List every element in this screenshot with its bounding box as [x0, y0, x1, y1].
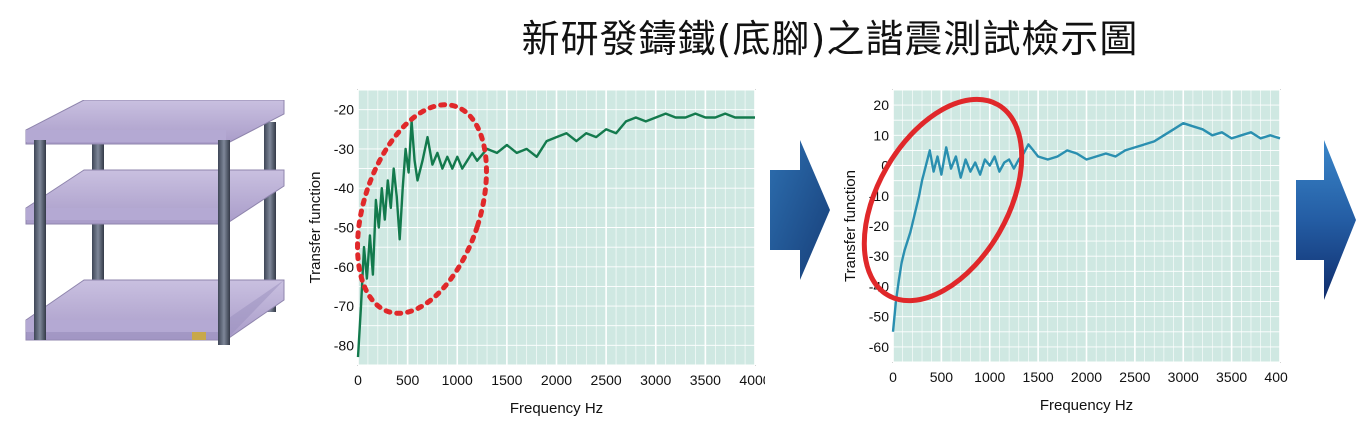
right-arrow-icon — [770, 140, 830, 280]
y-tick-label: -20 — [869, 218, 889, 234]
x-tick-label: 3500 — [1216, 369, 1247, 385]
y-tick-label: -40 — [334, 180, 354, 196]
right-arrow-icon — [1296, 140, 1356, 300]
chart-1: 0 500 1000 1500 2000 2500 3000 3500 4000 -20 -30 -4… — [307, 89, 765, 417]
chart-2: 0500100015002000250030003500400020100-10… — [842, 89, 1288, 414]
y-tick-label: -60 — [869, 339, 889, 355]
x-tick-label: 2000 — [1071, 369, 1102, 385]
x-tick-label: 0 — [889, 369, 897, 385]
y-tick-label: -30 — [334, 141, 354, 157]
x-tick-label: 4000 — [739, 372, 765, 388]
y-tick-label: -60 — [334, 259, 354, 275]
x-tick-label: 1000 — [442, 372, 473, 388]
page-title: 新研發鑄鐵(底腳)之諧震測試檢示圖 — [521, 17, 1139, 61]
highlight-ellipse — [861, 96, 1025, 304]
x-tick-label: 2500 — [591, 372, 622, 388]
y-tick-label: -50 — [869, 309, 889, 325]
highlight-ellipse — [355, 102, 489, 316]
y-axis-label: Transfer function — [307, 172, 324, 284]
x-tick-label: 3000 — [1168, 369, 1199, 385]
x-tick-label: 3500 — [690, 372, 721, 388]
x-tick-label: 0 — [354, 372, 362, 388]
equipment-rack-image — [25, 100, 285, 345]
y-tick-label: -20 — [334, 102, 354, 118]
x-tick-label: 1000 — [974, 369, 1005, 385]
x-axis-label: Frequency Hz — [510, 400, 603, 417]
x-tick-label: 1500 — [491, 372, 522, 388]
x-tick-label: 2000 — [541, 372, 572, 388]
x-tick-label: 500 — [930, 369, 954, 385]
y-tick-label: 10 — [873, 127, 889, 143]
x-tick-label: 500 — [396, 372, 420, 388]
x-axis-label: Frequency Hz — [1040, 397, 1133, 414]
y-tick-label: -70 — [334, 298, 354, 314]
y-axis-label: Transfer function — [842, 170, 859, 282]
y-tick-label: -80 — [334, 337, 354, 353]
x-tick-label: 4000 — [1264, 369, 1288, 385]
y-tick-label: 20 — [873, 97, 889, 113]
y-tick-label: -30 — [869, 248, 889, 264]
series-line — [356, 112, 755, 358]
y-tick-label: -50 — [334, 220, 354, 236]
x-tick-label: 3000 — [640, 372, 671, 388]
series-line — [891, 122, 1281, 332]
x-tick-label: 2500 — [1119, 369, 1150, 385]
x-tick-label: 1500 — [1023, 369, 1054, 385]
